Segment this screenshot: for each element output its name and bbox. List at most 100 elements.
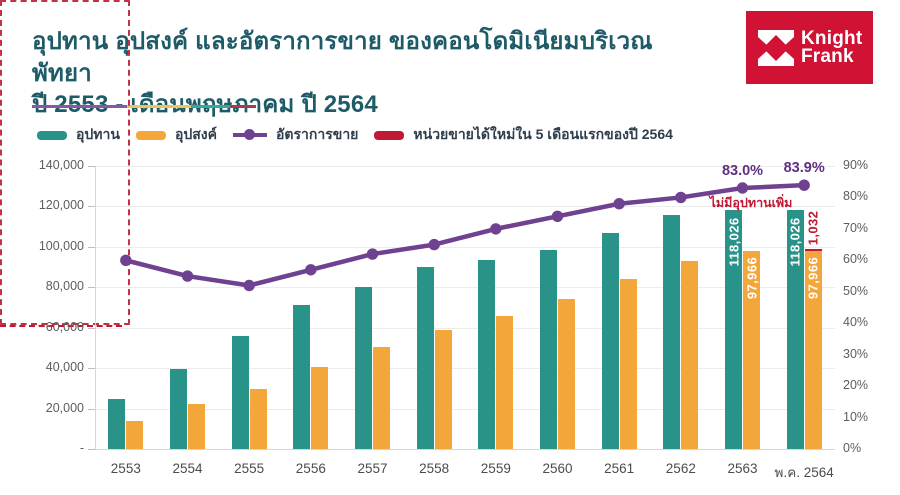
demand-bar-2555 — [249, 389, 267, 449]
page-title-line2: ปี 2553 - เดือนพฤษภาคม ปี 2564 — [32, 91, 378, 119]
gridline-140000 — [95, 166, 835, 167]
right-axis-label-70: 70% — [843, 220, 869, 235]
knight-frank-mark-icon — [758, 29, 794, 66]
legend-item-supply: อุปทาน — [37, 124, 120, 146]
new-units-value-label: 1,032 — [805, 210, 821, 246]
legend-label-new-units: หน่วยขายได้ใหม่ใน 5 เดือนแรกของปี 2564 — [413, 126, 673, 142]
x-axis-label-2563: 2563 — [727, 461, 758, 476]
legend-item-new-units: หน่วยขายได้ใหม่ใน 5 เดือนแรกของปี 2564 — [374, 124, 673, 146]
new-units-cap-พ.ค. 2564 — [804, 248, 822, 251]
right-axis-label-50: 50% — [843, 283, 869, 298]
right-axis-label-40: 40% — [843, 315, 869, 330]
rate-point-2559 — [490, 223, 502, 235]
knight-frank-logo: Knight Frank — [746, 11, 873, 84]
demand-bar-2558 — [434, 329, 452, 449]
x-axis-label-พ.ค. 2564: พ.ค. 2564 — [774, 465, 834, 480]
left-axis-label-0: - — [79, 441, 84, 455]
legend-label-supply: อุปทาน — [76, 126, 120, 142]
supply-bar-2562 — [663, 214, 681, 449]
left-axis-tick-0 — [88, 449, 95, 450]
new-units-swatch-icon — [374, 130, 405, 140]
left-axis-label-100000: 100,000 — [38, 238, 84, 253]
supply-bar-2560 — [540, 249, 557, 449]
legend-label-demand: อุปสงค์ — [174, 126, 218, 142]
rate-point-2558 — [428, 238, 440, 251]
rate-label-2564: 83.9% — [783, 160, 825, 177]
rate-point-2562 — [675, 191, 687, 204]
rate-point-2557 — [366, 248, 379, 260]
rate-point-2554 — [181, 270, 194, 282]
right-axis-label-30: 30% — [843, 346, 869, 361]
left-axis-label-20000: 20,000 — [45, 400, 84, 415]
x-axis-label-2553: 2553 — [110, 461, 141, 476]
right-axis-label-20: 20% — [843, 378, 869, 393]
title-underline-segment-3 — [230, 105, 256, 108]
demand-swatch-icon — [135, 130, 166, 140]
supply-bar-2558 — [416, 267, 434, 449]
demand-value-label-2563: 97,966 — [744, 256, 759, 300]
x-axis-line — [95, 449, 835, 450]
no-new-supply-dashed-line — [0, 325, 122, 327]
x-axis-label-2557: 2557 — [357, 461, 388, 476]
legend-item-rate: อัตราการขาย — [233, 124, 358, 146]
demand-bar-2557 — [373, 346, 390, 449]
gridline-60000 — [95, 327, 835, 329]
rate-line-dot-icon — [233, 129, 268, 140]
supply-bar-2556 — [293, 305, 311, 449]
x-axis-label-2556: 2556 — [295, 461, 326, 476]
highlight-dashed-box — [0, 0, 130, 325]
x-axis-label-2562: 2562 — [665, 461, 696, 476]
left-axis-tick-140000 — [88, 166, 95, 167]
supply-bar-2554 — [170, 369, 187, 449]
right-axis-label-60: 60% — [843, 252, 869, 267]
supply-bar-2557 — [355, 287, 372, 449]
left-axis-tick-100000 — [88, 246, 95, 248]
demand-bar-2563 — [743, 250, 760, 449]
demand-value-label-พ.ค. 2564: 97,966 — [805, 256, 821, 300]
supply-bar-2555 — [231, 335, 249, 449]
rate-point-2563 — [736, 182, 749, 194]
left-axis-label-80000: 80,000 — [45, 279, 84, 294]
rate-point-2555 — [243, 279, 255, 292]
supply-value-label-2563: 118,026 — [726, 217, 741, 267]
left-axis-tick-120000 — [88, 206, 95, 208]
page-title: อุปทาน อุปสงค์ และอัตราการขาย ของคอนโดมิ… — [32, 26, 692, 121]
title-underline-segment-1 — [127, 105, 191, 108]
supply-value-label-พ.ค. 2564: 118,026 — [787, 217, 803, 267]
rate-label-2563: 83.0% — [721, 163, 764, 179]
y-axis-line — [95, 166, 96, 449]
right-axis-label-0: 0% — [843, 441, 862, 455]
brand-text: Knight Frank — [801, 29, 862, 67]
demand-bar-2559 — [496, 315, 514, 449]
supply-bar-2559 — [478, 259, 496, 449]
demand-bar-2556 — [311, 367, 329, 449]
demand-bar-2561 — [619, 279, 637, 449]
right-axis-label-10: 10% — [843, 409, 869, 424]
x-axis-label-2555: 2555 — [234, 461, 265, 476]
left-axis-tick-20000 — [88, 408, 95, 410]
rate-point-พ.ค. 2564 — [798, 179, 810, 191]
left-axis-tick-40000 — [88, 368, 95, 370]
gridline-80000 — [95, 287, 835, 289]
rate-point-2556 — [305, 264, 317, 276]
gridline-100000 — [95, 246, 835, 248]
left-axis-tick-60000 — [88, 327, 95, 329]
right-axis-label-80: 80% — [843, 189, 869, 204]
rate-point-2560 — [551, 210, 564, 223]
x-axis-label-2558: 2558 — [419, 461, 450, 476]
demand-bar-พ.ค. 2564 — [804, 250, 822, 449]
left-axis-label-120000: 120,000 — [38, 198, 84, 213]
supply-swatch-icon — [37, 130, 67, 140]
x-axis-label-2561: 2561 — [604, 461, 635, 476]
title-underline-segment-2 — [191, 105, 230, 108]
left-axis-label-140000: 140,000 — [38, 158, 84, 172]
demand-bar-2553 — [126, 420, 144, 449]
x-axis-label-2554: 2554 — [172, 461, 203, 476]
left-axis-label-60000: 60,000 — [45, 319, 84, 334]
brand-line2: Frank — [801, 45, 854, 67]
legend-label-rate: อัตราการขาย — [276, 126, 359, 142]
demand-bar-2554 — [188, 403, 205, 449]
title-underline — [32, 105, 256, 108]
demand-bar-2562 — [681, 261, 699, 449]
